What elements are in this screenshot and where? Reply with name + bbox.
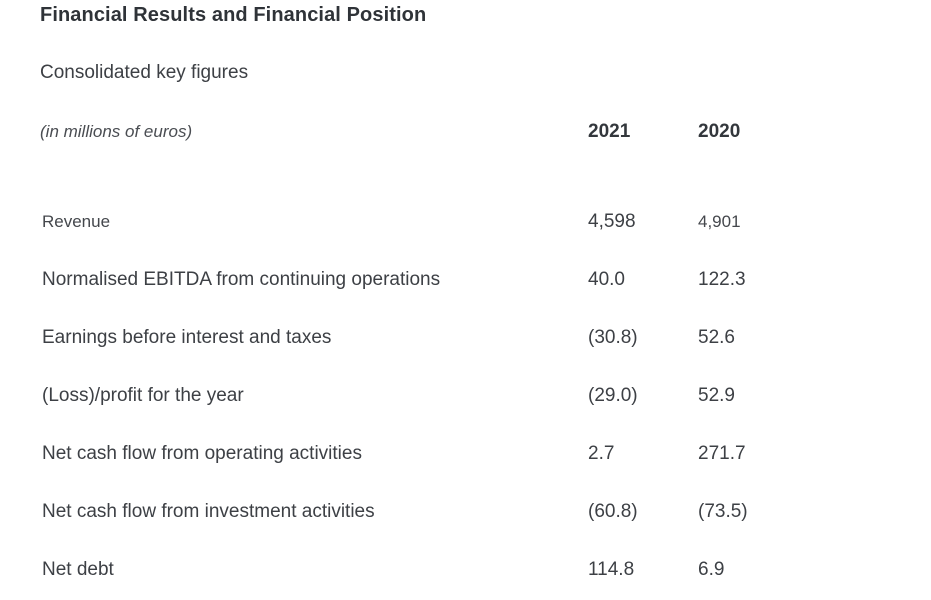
row-value-2021: (29.0) — [588, 385, 638, 406]
table-row: Net debt 114.8 6.9 — [40, 557, 931, 583]
row-value-2020: 52.6 — [698, 327, 735, 348]
table-row: Net cash flow from operating activities … — [40, 441, 931, 467]
row-value-2020: 4,901 — [698, 212, 741, 231]
row-label: (Loss)/profit for the year — [42, 385, 244, 406]
table-body: Revenue 4,598 4,901 Normalised EBITDA fr… — [40, 209, 931, 583]
column-header-2021: 2021 — [588, 121, 631, 142]
row-value-2020: 122.3 — [698, 269, 746, 290]
table-row: Revenue 4,598 4,901 — [40, 209, 931, 235]
row-value-2020: (73.5) — [698, 501, 748, 522]
table-header-row: (in millions of euros) 2021 2020 — [40, 119, 931, 145]
unit-label: (in millions of euros) — [40, 122, 193, 141]
row-value-2021: 114.8 — [588, 559, 635, 580]
row-label: Earnings before interest and taxes — [42, 327, 332, 348]
page-subtitle: Consolidated key figures — [40, 62, 249, 83]
row-value-2021: 2.7 — [588, 443, 615, 464]
row-value-2021: 4,598 — [588, 211, 636, 232]
row-value-2021: 40.0 — [588, 269, 625, 290]
row-label: Net cash flow from investment activities — [42, 501, 375, 522]
row-value-2021: (30.8) — [588, 327, 638, 348]
row-label: Net cash flow from operating activities — [42, 443, 362, 464]
row-value-2020: 6.9 — [698, 559, 725, 580]
page-title: Financial Results and Financial Position — [40, 4, 427, 26]
table-row: Net cash flow from investment activities… — [40, 499, 931, 525]
row-value-2020: 52.9 — [698, 385, 735, 406]
row-value-2021: (60.8) — [588, 501, 638, 522]
row-label: Net debt — [42, 559, 114, 580]
table-row: (Loss)/profit for the year (29.0) 52.9 — [40, 383, 931, 409]
table-row: Earnings before interest and taxes (30.8… — [40, 325, 931, 351]
column-header-2020: 2020 — [698, 121, 741, 142]
row-label: Revenue — [42, 212, 111, 231]
row-label: Normalised EBITDA from continuing operat… — [42, 269, 441, 290]
row-value-2020: 271.7 — [698, 443, 746, 464]
table-row: Normalised EBITDA from continuing operat… — [40, 267, 931, 293]
